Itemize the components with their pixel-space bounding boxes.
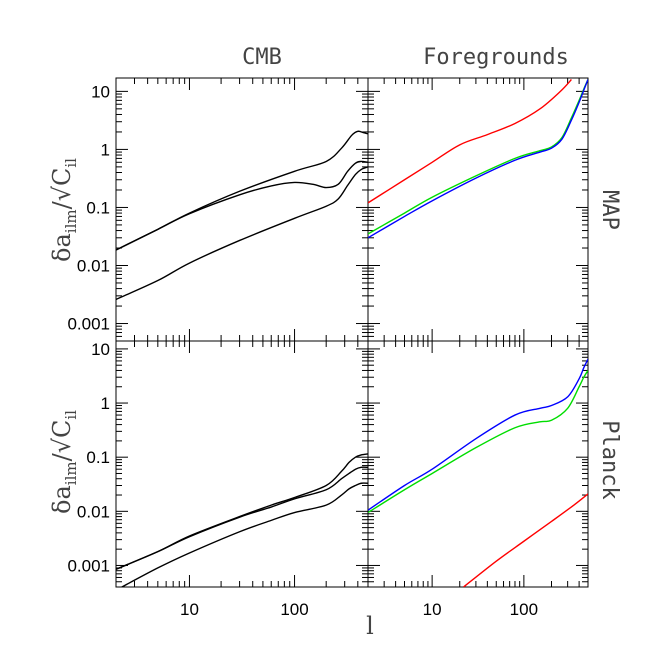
panel-frame bbox=[115, 77, 369, 342]
x-axis-label: l bbox=[366, 612, 374, 640]
series-line-1 bbox=[463, 493, 588, 587]
ylabel-slash: / bbox=[48, 200, 76, 209]
series-line-2 bbox=[368, 79, 588, 235]
svg-text:δailm/√Cil: δailm/√Cil bbox=[48, 158, 80, 262]
y-tick-label: 10 bbox=[91, 340, 110, 359]
series-line-3 bbox=[368, 358, 588, 511]
ylabel-root: √ bbox=[48, 185, 76, 201]
column-title-cmb: CMB bbox=[242, 45, 282, 70]
ylabel-c: C bbox=[48, 168, 76, 186]
x-tick-label: 100 bbox=[510, 600, 538, 619]
x-tick-label: 10 bbox=[180, 600, 199, 619]
column-title-foregrounds: Foregrounds bbox=[423, 45, 569, 70]
tick-marks bbox=[367, 78, 589, 342]
panel-frame bbox=[367, 340, 589, 588]
series-line-3 bbox=[120, 482, 368, 587]
tick-marks bbox=[367, 341, 589, 588]
series-group bbox=[368, 79, 588, 239]
series-group bbox=[116, 130, 368, 301]
row-label-planck: Planck bbox=[597, 420, 622, 499]
y-axis-label-top: δailm/√Cil bbox=[48, 158, 80, 262]
panel-frame bbox=[367, 77, 589, 342]
y-tick-label: 1 bbox=[101, 140, 110, 159]
panel-cmb-planck: 0.001 0.01 0.1 1 10 10 100 bbox=[67, 340, 369, 619]
y-tick-label: 0.01 bbox=[77, 502, 110, 521]
x-tick-label: 100 bbox=[280, 600, 308, 619]
ylabel-root: √ bbox=[48, 437, 76, 453]
series-line-1 bbox=[116, 453, 368, 570]
tick-marks bbox=[115, 341, 369, 588]
series-group bbox=[368, 358, 588, 587]
y-tick-label: 0.1 bbox=[86, 198, 110, 217]
panel-foregrounds-map bbox=[367, 77, 589, 342]
ylabel-sub: ilm bbox=[62, 461, 80, 485]
ylabel-delta-a: δa bbox=[48, 485, 76, 514]
series-group bbox=[116, 453, 368, 587]
row-label-map: MAP bbox=[597, 190, 622, 230]
ylabel-csub: il bbox=[62, 410, 80, 420]
y-tick-label: 0.001 bbox=[67, 315, 110, 334]
panel-frame bbox=[115, 340, 369, 588]
ylabel-c: C bbox=[48, 420, 76, 438]
x-tick-label: 10 bbox=[423, 600, 442, 619]
y-tick-label: 1 bbox=[101, 394, 110, 413]
y-tick-label: 0.1 bbox=[86, 448, 110, 467]
series-line-2 bbox=[116, 160, 368, 251]
tick-marks bbox=[115, 78, 369, 342]
ylabel-slash: / bbox=[48, 452, 76, 461]
panel-foregrounds-planck: 10 100 bbox=[367, 340, 589, 619]
y-tick-label: 0.01 bbox=[77, 256, 110, 275]
svg-text:δailm/√Cil: δailm/√Cil bbox=[48, 410, 80, 514]
y-tick-label: 10 bbox=[91, 82, 110, 101]
series-line-3 bbox=[116, 166, 368, 301]
ylabel-csub: il bbox=[62, 158, 80, 168]
ylabel-sub: ilm bbox=[62, 209, 80, 233]
series-line-2 bbox=[116, 466, 368, 570]
y-axis-label-bottom: δailm/√Cil bbox=[48, 410, 80, 514]
series-line-1 bbox=[116, 130, 368, 251]
series-line-2 bbox=[368, 370, 588, 514]
ylabel-delta-a: δa bbox=[48, 233, 76, 262]
panels: 0.001 0.01 0.1 1 10 0.001 0.01 0.1 1 10 10 100 10 100 bbox=[67, 77, 589, 619]
panel-cmb-map: 0.001 0.01 0.1 1 10 bbox=[67, 77, 369, 342]
series-line-1 bbox=[368, 79, 572, 204]
y-tick-label: 0.001 bbox=[67, 556, 110, 575]
series-line-3 bbox=[368, 79, 588, 239]
